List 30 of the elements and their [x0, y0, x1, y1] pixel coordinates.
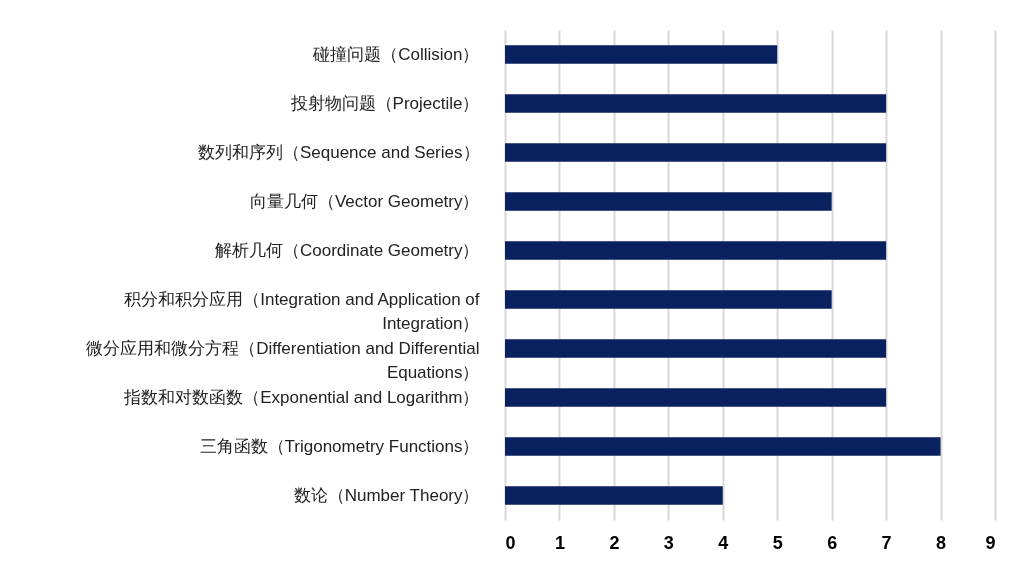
x-tick-label: 9: [985, 532, 996, 553]
x-tick-label: 6: [827, 532, 838, 553]
y-tick-label: 解析几何（Coordinate Geometry）: [214, 240, 480, 260]
bar: [505, 241, 887, 260]
bar: [505, 45, 778, 64]
y-tick-label: 指数和对数函数（Exponential and Logarithm）: [123, 387, 480, 407]
x-tick-label: 2: [609, 532, 620, 553]
y-tick-label: 微分应用和微分方程（Differentiation and Differential Equations）: [86, 338, 480, 382]
y-tick-label: 数论（Number Theory）: [293, 485, 480, 505]
y-tick-label: 数列和序列（Sequence and Series）: [197, 142, 480, 162]
bar: [505, 94, 887, 113]
x-tick-label: 3: [663, 532, 674, 553]
bar: [505, 339, 887, 358]
y-tick-label: 投射物问题（Projectile）: [289, 93, 480, 113]
bar: [505, 486, 723, 505]
x-tick-label: 0: [505, 532, 516, 553]
x-tick-label: 5: [772, 532, 783, 553]
y-tick-label: 三角函数（Trigonometry Functions）: [199, 436, 480, 456]
bar: [505, 290, 832, 309]
y-tick-label: 碰撞问题（Collision）: [312, 44, 480, 64]
x-tick-label: 8: [936, 532, 947, 553]
x-tick-label: 7: [881, 532, 892, 553]
y-tick-label: 向量几何（Vector Geometry）: [249, 191, 480, 211]
x-tick-label: 1: [554, 532, 565, 553]
x-tick-label: 4: [718, 532, 729, 553]
y-tick-label: 积分和积分应用（Integration and Application of Integration）: [124, 289, 480, 333]
bar: [505, 143, 887, 162]
bar: [505, 388, 887, 407]
bar: [505, 192, 832, 211]
bar: [505, 437, 941, 456]
